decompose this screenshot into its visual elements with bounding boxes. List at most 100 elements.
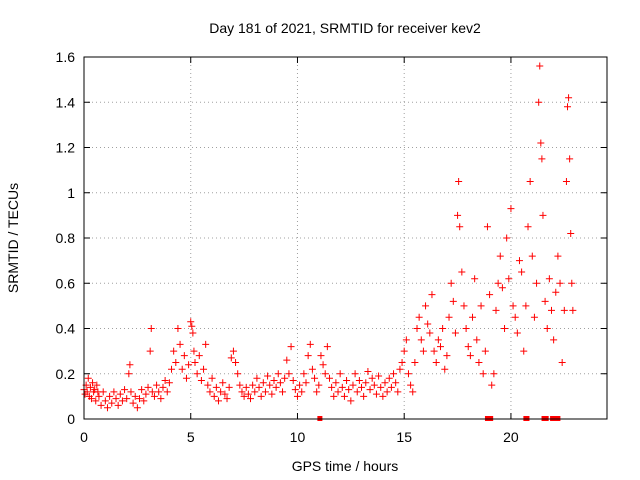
data-point — [351, 370, 359, 378]
data-point — [165, 379, 173, 387]
data-point — [110, 388, 118, 396]
data-point — [276, 379, 284, 387]
data-point — [176, 340, 184, 348]
data-point — [432, 358, 440, 366]
data-point — [174, 325, 182, 332]
data-point — [249, 381, 257, 389]
data-point — [552, 288, 560, 296]
data-point — [89, 379, 97, 387]
data-point — [255, 383, 263, 391]
data-point — [469, 313, 477, 321]
y-tick-label: 1.2 — [56, 140, 76, 156]
data-point — [101, 397, 109, 405]
data-point — [538, 155, 546, 163]
data-point — [155, 388, 163, 396]
data-point — [332, 379, 340, 387]
data-point — [362, 379, 370, 387]
data-point — [568, 279, 576, 287]
data-point — [394, 388, 402, 396]
data-point — [328, 383, 336, 391]
data-point — [298, 388, 306, 396]
data-point — [317, 352, 325, 360]
data-point — [234, 370, 242, 378]
data-point — [347, 397, 355, 405]
data-point — [293, 392, 301, 400]
data-point — [187, 318, 195, 326]
data-point — [422, 302, 430, 310]
data-point — [439, 325, 447, 332]
data-point — [229, 347, 237, 355]
data-point — [108, 399, 116, 407]
data-point — [372, 390, 380, 398]
data-point — [543, 325, 551, 332]
data-point — [533, 279, 541, 287]
x-tick-label: 15 — [396, 429, 412, 445]
data-point — [311, 374, 319, 382]
data-point — [330, 392, 338, 400]
data-point — [240, 392, 248, 400]
data-point — [520, 347, 528, 355]
data-point — [180, 352, 188, 360]
data-point — [189, 329, 197, 337]
data-point — [355, 377, 363, 385]
data-point — [178, 365, 186, 373]
data-point — [251, 388, 259, 396]
data-point — [479, 370, 487, 378]
data-point — [140, 397, 148, 405]
data-point — [103, 404, 111, 412]
data-point — [475, 358, 483, 366]
data-point — [494, 279, 502, 287]
data-point — [340, 392, 348, 400]
data-point — [490, 370, 498, 378]
data-point — [413, 325, 421, 332]
data-point — [567, 229, 575, 237]
data-point — [451, 329, 459, 337]
data-point — [392, 379, 400, 387]
data-point — [353, 388, 361, 396]
data-point — [308, 365, 316, 373]
data-point — [315, 381, 323, 389]
data-point — [562, 177, 570, 185]
data-point — [264, 372, 272, 380]
y-tick-label: 0.4 — [56, 321, 76, 337]
y-axis-label: SRMTID / TECUs — [5, 183, 21, 293]
data-point — [313, 388, 321, 396]
data-point — [509, 302, 517, 310]
data-point — [501, 325, 509, 332]
data-point — [112, 395, 120, 403]
data-point — [136, 395, 144, 403]
data-point — [279, 388, 287, 396]
data-point — [507, 205, 515, 213]
data-point — [200, 365, 208, 373]
data-point — [536, 62, 544, 70]
data-point — [443, 352, 451, 360]
data-point — [261, 388, 269, 396]
data-point — [456, 223, 464, 231]
data-point — [285, 370, 293, 378]
data-point — [436, 343, 444, 351]
data-point — [99, 388, 107, 396]
data-point — [225, 383, 233, 391]
x-tick-label: 0 — [80, 429, 88, 445]
data-point — [232, 358, 240, 366]
y-tick-label: 0.6 — [56, 275, 76, 291]
data-point — [274, 370, 282, 378]
grid — [84, 57, 607, 419]
data-point — [368, 374, 376, 382]
tick-labels: 0 5 10 15 20 0 0.2 0.4 0.6 0.8 1 1.2 1.4 1.6 — [56, 49, 519, 445]
data-point — [296, 381, 304, 389]
chart-title: Day 181 of 2021, SRMTID for receiver kev… — [209, 20, 481, 36]
data-point — [370, 381, 378, 389]
data-point — [407, 381, 415, 389]
data-point — [466, 352, 474, 360]
data-point — [366, 386, 374, 394]
data-point — [114, 401, 122, 409]
data-point — [390, 370, 398, 378]
y-tick-label: 0 — [67, 411, 75, 427]
data-point — [291, 386, 299, 394]
data-point — [257, 392, 265, 400]
data-point — [334, 388, 342, 396]
data-point — [565, 94, 573, 102]
data-point — [150, 392, 158, 400]
data-point — [193, 370, 201, 378]
